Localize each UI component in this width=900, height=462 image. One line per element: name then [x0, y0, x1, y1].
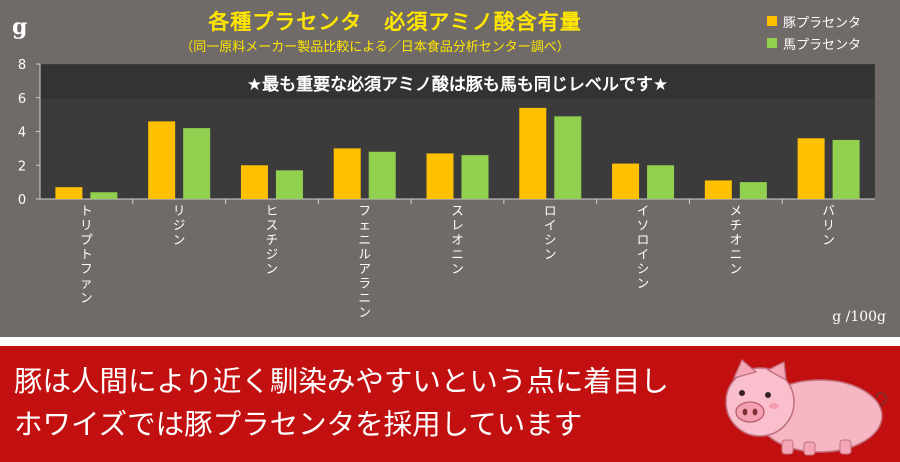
- chart-svg: ★最も重要な必須アミノ酸は豚も馬も同じレベルです★ 0 2 4 6 8 トリプトファン リジン…: [18, 58, 875, 320]
- bar-horse: [739, 182, 767, 199]
- legend-swatch-pork: [767, 16, 777, 26]
- x-tick-label: リジン: [173, 203, 186, 247]
- chart-title: 各種プラセンタ 必須アミノ酸含有量: [208, 9, 582, 34]
- legend-item-horse: 馬プラセンタ: [767, 32, 861, 54]
- bar-pork: [612, 163, 640, 199]
- bar-horse: [461, 155, 489, 199]
- bar-pork: [240, 165, 268, 199]
- bar-pork: [797, 138, 825, 199]
- y-tick-label: 4: [18, 126, 26, 141]
- y-tick-label: 2: [18, 159, 26, 174]
- footer-line-1: 豚は人間により近く馴染みやすいという点に着目し: [14, 365, 669, 398]
- bar-pork: [704, 180, 732, 199]
- bar-horse: [554, 116, 582, 199]
- pig-icon: [725, 358, 888, 456]
- x-tick-label: バリン: [822, 203, 835, 247]
- chart-subtitle: （同一原料メーカー製品比較による／日本食品分析センター調べ）: [180, 40, 570, 55]
- legend-swatch-horse: [767, 38, 777, 48]
- y-tick-label: 0: [18, 193, 26, 208]
- y-tick-label: 6: [18, 92, 26, 107]
- x-tick-label: スレオニン: [451, 203, 464, 276]
- bar-pork: [426, 153, 454, 199]
- bar-horse: [275, 170, 303, 199]
- y-tick-label: 8: [18, 58, 26, 73]
- x-tick-label: イソロイシン: [637, 203, 650, 291]
- bar-horse: [647, 165, 675, 199]
- y-axis-unit: g: [12, 14, 28, 40]
- bar-horse: [832, 139, 860, 199]
- bar-pork: [148, 121, 176, 199]
- legend-label-pork: 豚プラセンタ: [783, 15, 862, 31]
- footer-text: 豚は人間により近く馴染みやすいという点に着目し ホワイズでは豚プラセンタを採用し…: [14, 360, 669, 446]
- x-tick-label: ロイシン: [544, 203, 557, 262]
- bar-horse: [90, 192, 118, 199]
- legend-item-pork: 豚プラセンタ: [767, 10, 861, 32]
- footer-line-2: ホワイズでは豚プラセンタを採用しています: [14, 408, 583, 441]
- bottom-unit-label: g /100g: [832, 309, 886, 325]
- plot-banner-text: ★最も重要な必須アミノ酸は豚も馬も同じレベルです★: [247, 74, 668, 95]
- legend-label-horse: 馬プラセンタ: [783, 37, 862, 53]
- x-tick-label: ヒスチジン: [266, 203, 279, 276]
- bar-pork: [519, 107, 547, 199]
- legend: 豚プラセンタ 馬プラセンタ: [767, 10, 861, 54]
- x-tick-label: トリプトファン: [80, 203, 93, 305]
- x-tick-label: フェニルアラニン: [358, 203, 371, 320]
- plot-banner-strip: [41, 65, 874, 99]
- bar-horse: [183, 128, 211, 199]
- bar-pork: [55, 187, 83, 199]
- bar-horse: [368, 151, 396, 199]
- x-tick-label: メチオニン: [730, 203, 743, 276]
- bar-pork: [333, 148, 361, 199]
